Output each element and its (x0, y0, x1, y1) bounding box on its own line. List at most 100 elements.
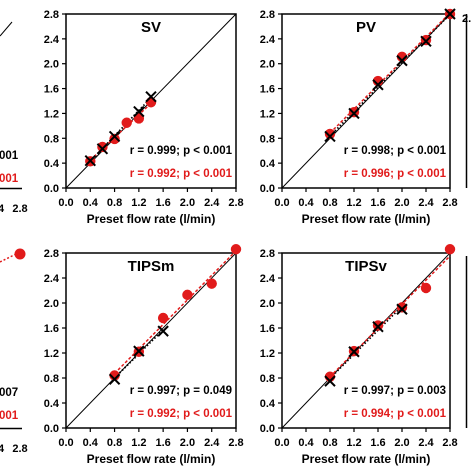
data-point-black (108, 130, 121, 143)
partial-x-tick-label: 4 (0, 203, 5, 215)
data-point-black (108, 373, 121, 385)
x-axis-title: Preset flow rate (l/min) (302, 452, 431, 466)
y-tick-label: 0.0 (260, 423, 275, 435)
stat-label-black: r = 0.998; p < 0.001 (344, 145, 447, 157)
fit-line-red (329, 12, 451, 134)
x-tick-label: 0.4 (83, 197, 99, 209)
cross-stroke (396, 303, 408, 315)
stat-label-red: r = 0.992; p < 0.001 (130, 168, 233, 180)
y-tick-label: 2.8 (44, 9, 59, 21)
data-point-black (420, 35, 432, 48)
data-point-black (324, 130, 336, 143)
data-point-black (348, 107, 360, 120)
x-tick-label: 1.6 (370, 437, 385, 449)
cross-stroke (348, 346, 360, 358)
stat-label-black: r = 0.997; p = 0.003 (344, 385, 446, 397)
x-tick-label: 0.0 (58, 197, 73, 209)
y-tick-label: 2.4 (44, 273, 60, 285)
cross-stroke (420, 35, 432, 48)
x-tick-label: 2.4 (204, 197, 220, 209)
x-tick-label: 2.4 (418, 197, 434, 209)
data-point-black (133, 105, 145, 118)
cross-stroke (324, 130, 336, 143)
y-tick-label: 0.4 (260, 398, 276, 410)
panel-tipsm: 0.0 0.4 0.8 1.2 1.6 2.0 2.4 2.8 0.0 0.4 0.8 1.2 1.6 2… (44, 244, 244, 466)
x-axis-title: Preset flow rate (l/min) (87, 452, 216, 466)
data-point-black (396, 303, 408, 315)
x-tick-label: 0.8 (322, 437, 337, 449)
partial-panel-right: 2. (462, 13, 471, 428)
x-tick-label: 0.4 (83, 437, 99, 449)
data-point-red (121, 117, 132, 128)
data-point-black (324, 375, 336, 387)
x-tick-label: 1.6 (370, 197, 385, 209)
cross-stroke (157, 325, 169, 337)
x-tick-label: 0.8 (107, 437, 122, 449)
x-tick-label: 0.4 (298, 437, 314, 449)
fit-line-black (329, 13, 451, 137)
y-tick-label: 0.0 (260, 183, 275, 195)
y-tick-label: 0.0 (44, 423, 59, 435)
y-tick-label: 0.0 (44, 183, 59, 195)
panel-pv: 0.0 0.4 0.8 1.2 1.6 2.0 2.4 2.8 0.0 0.4 0.8 1.2 1.6 2… (260, 8, 458, 226)
x-tick-label: 2.4 (418, 437, 434, 449)
y-tick-label: 0.4 (260, 158, 276, 170)
x-tick-label: 1.2 (346, 437, 361, 449)
panel-sv: 0.0 0.4 0.8 1.2 1.6 2.0 2.4 2.8 0.0 0.4 0.8 1.2 1.6 2… (44, 9, 244, 226)
cross-stroke (396, 54, 408, 67)
x-tick-label: 1.6 (155, 437, 170, 449)
stat-label-black: r = 0.999; p < 0.001 (130, 145, 233, 157)
y-tick-label: 2.0 (44, 59, 59, 71)
x-tick-label: 2.0 (394, 197, 409, 209)
partial-panel-left-top: 001 001 4 2.8 (0, 21, 28, 215)
panel-title: PV (356, 19, 376, 36)
cross-stroke (96, 143, 109, 155)
cross-stroke (133, 345, 145, 357)
data-point-black (396, 54, 408, 67)
y-tick-label: 0.4 (44, 158, 60, 170)
data-point-red (157, 312, 169, 324)
y-tick-label: 0.8 (260, 373, 275, 385)
stat-label-red: r = 0.992; p < 0.001 (130, 408, 233, 420)
x-tick-label: 1.2 (131, 197, 146, 209)
y-tick-label: 2.0 (44, 298, 59, 310)
x-tick-label: 2.0 (394, 437, 409, 449)
data-point-red (97, 141, 108, 153)
x-tick-label: 0.0 (58, 437, 73, 449)
x-tick-label: 2.4 (204, 437, 220, 449)
fit-line-black (329, 305, 403, 379)
plot-frame (281, 252, 451, 429)
x-tick-label: 2.8 (442, 437, 457, 449)
data-point-red (182, 289, 193, 301)
panel-title: SV (141, 19, 161, 36)
cross-stroke (444, 8, 456, 20)
x-tick-label: 2.8 (442, 197, 457, 209)
y-tick-label: 1.6 (260, 84, 275, 96)
panel-tipsv: 0.0 0.4 0.8 1.2 1.6 2.0 2.4 2.8 0.0 0.4 0.8 1.2 1.6 2… (260, 244, 458, 466)
data-point-black (84, 154, 96, 167)
cross-stroke (84, 154, 96, 167)
data-point-black (372, 79, 384, 91)
cross-stroke (372, 79, 384, 91)
fit-line-black (113, 329, 164, 379)
y-tick-label: 0.8 (260, 133, 275, 145)
x-axis-title: Preset flow rate (l/min) (87, 212, 216, 226)
stat-label-black: r = 0.997; p = 0.049 (130, 385, 232, 397)
panel-title: TIPSm (128, 258, 175, 275)
y-tick-label: 2.0 (260, 298, 275, 310)
x-tick-label: 0.8 (322, 197, 337, 209)
data-point-red (444, 244, 456, 255)
data-point-black (372, 321, 384, 333)
x-tick-label: 0.8 (107, 197, 122, 209)
y-tick-label: 1.2 (260, 108, 275, 120)
x-tick-label: 0.0 (274, 437, 289, 449)
cross-stroke (108, 373, 121, 385)
y-tick-label: 2.8 (260, 248, 275, 260)
data-point-black (145, 90, 157, 103)
partial-data-point (14, 248, 26, 260)
partial-stat-fragment-red: 001 (0, 173, 19, 185)
data-point-red (109, 133, 120, 145)
y-tick-label: 2.8 (44, 248, 59, 260)
partial-x-tick-label: 4 (0, 443, 5, 455)
